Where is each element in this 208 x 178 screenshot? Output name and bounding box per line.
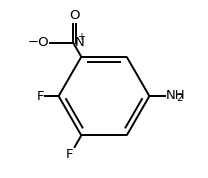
Text: 2: 2 xyxy=(176,93,183,103)
Text: O: O xyxy=(69,9,79,22)
Text: F: F xyxy=(66,148,74,161)
Text: +: + xyxy=(77,32,85,42)
Text: F: F xyxy=(37,90,44,103)
Text: −O: −O xyxy=(28,36,49,49)
Text: NH: NH xyxy=(165,89,185,102)
Text: N: N xyxy=(75,36,84,49)
